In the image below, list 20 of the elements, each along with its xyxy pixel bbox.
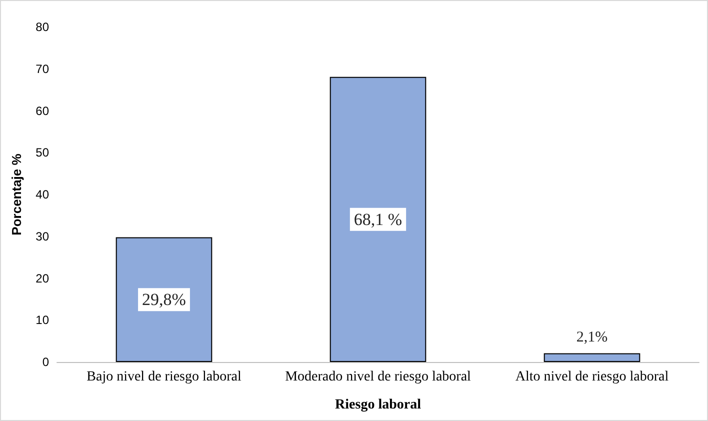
y-tick-label: 0 xyxy=(42,355,50,369)
data-label: 2,1% xyxy=(576,330,608,346)
y-tick-label: 80 xyxy=(36,20,50,34)
x-tick-label: Bajo nivel de riesgo laboral xyxy=(86,370,242,384)
bar xyxy=(544,353,640,362)
x-axis-title: Riesgo laboral xyxy=(335,398,422,412)
y-tick-label: 10 xyxy=(36,313,50,328)
y-tick-label: 20 xyxy=(36,271,50,286)
y-axis-title: Porcentaje % xyxy=(9,153,24,236)
x-tick-label: Alto nivel de riesgo laboral xyxy=(515,370,669,384)
data-label: 68,1 % xyxy=(354,210,402,229)
bar xyxy=(116,237,212,362)
y-tick-label: 30 xyxy=(36,229,50,244)
y-tick-label: 70 xyxy=(36,62,50,76)
y-tick-label: 60 xyxy=(36,104,50,118)
x-tick-label: Moderado nivel de riesgo laboral xyxy=(285,370,472,384)
data-label: 29,8% xyxy=(142,290,186,310)
bar xyxy=(330,76,426,362)
y-tick-label: 40 xyxy=(36,188,50,202)
y-tick-label: 50 xyxy=(36,146,50,160)
